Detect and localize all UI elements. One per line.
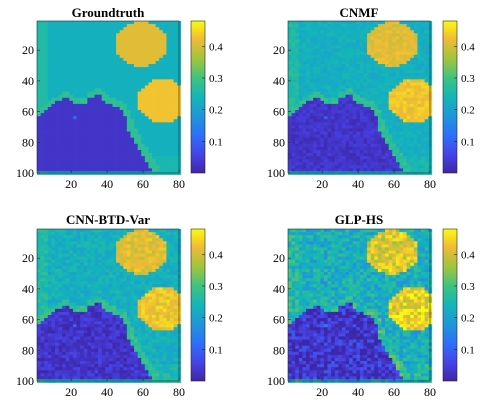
colorbar-tick-label: 0.1 xyxy=(461,344,475,356)
x-tick-label: 60 xyxy=(137,385,149,396)
y-tick-label: 60 xyxy=(273,313,285,327)
y-tick-label: 20 xyxy=(22,251,34,265)
y-tick-label: 100 xyxy=(16,374,34,388)
y-tick-label: 80 xyxy=(22,343,34,357)
colorbar xyxy=(191,229,205,381)
x-tick-label: 40 xyxy=(101,177,113,191)
y-tick-label: 80 xyxy=(273,343,285,357)
panel-title: CNN-BTD-Var xyxy=(66,212,150,227)
colorbar-tick-label: 0.3 xyxy=(461,281,475,293)
y-tick-label: 40 xyxy=(273,74,285,88)
x-tick-label: 20 xyxy=(65,177,77,191)
x-tick-label: 60 xyxy=(388,385,400,396)
x-tick-label: 20 xyxy=(316,177,328,191)
panel-title: CNMF xyxy=(340,5,379,20)
y-tick-label: 20 xyxy=(273,43,285,57)
y-tick-label: 100 xyxy=(267,166,285,180)
colorbar-tick-label: 0.1 xyxy=(461,136,475,148)
panel: GLP-HS 20 40 60 80 20 40 60 80 100 0.1 0.2 0.3 0.4 xyxy=(267,212,475,396)
colorbar-tick-label: 0.2 xyxy=(461,105,475,117)
y-tick-label: 40 xyxy=(22,282,34,296)
y-tick-label: 20 xyxy=(273,251,285,265)
colorbar xyxy=(191,21,205,173)
colorbar-tick-label: 0.4 xyxy=(461,249,475,261)
heatmap-image xyxy=(288,229,432,383)
x-tick-label: 80 xyxy=(424,385,436,396)
colorbar-tick-label: 0.3 xyxy=(209,281,223,293)
colorbar-tick-label: 0.1 xyxy=(209,344,223,356)
y-tick-label: 20 xyxy=(22,43,34,57)
y-tick-label: 40 xyxy=(22,74,34,88)
heatmap-image xyxy=(288,21,432,175)
y-tick-label: 60 xyxy=(22,105,34,119)
x-tick-label: 80 xyxy=(173,385,185,396)
x-tick-label: 40 xyxy=(352,177,364,191)
colorbar-tick-label: 0.2 xyxy=(209,105,223,117)
colorbar xyxy=(443,21,457,173)
panel: CNMF 20 40 60 80 20 40 60 80 100 0.1 0.2 0.3 0.4 xyxy=(267,5,475,191)
y-tick-label: 100 xyxy=(267,374,285,388)
y-tick-label: 60 xyxy=(273,105,285,119)
colorbar-tick-label: 0.3 xyxy=(209,73,223,85)
panel-title: Groundtruth xyxy=(72,5,145,20)
colorbar xyxy=(443,229,457,381)
colorbar-tick-label: 0.4 xyxy=(461,41,475,53)
panel: CNN-BTD-Var 20 40 60 80 20 40 60 80 100 0.1 0.2 0.3 0… xyxy=(16,212,223,396)
colorbar-tick-label: 0.2 xyxy=(209,313,223,325)
x-tick-label: 60 xyxy=(388,177,400,191)
panel-title: GLP-HS xyxy=(335,212,383,227)
x-tick-label: 40 xyxy=(352,385,364,396)
x-tick-label: 80 xyxy=(173,177,185,191)
x-tick-label: 60 xyxy=(137,177,149,191)
x-tick-label: 40 xyxy=(101,385,113,396)
colorbar-tick-label: 0.4 xyxy=(209,41,223,53)
y-tick-label: 100 xyxy=(16,166,34,180)
x-tick-label: 20 xyxy=(65,385,77,396)
x-tick-label: 80 xyxy=(424,177,436,191)
colorbar-tick-label: 0.2 xyxy=(461,313,475,325)
y-tick-label: 80 xyxy=(273,135,285,149)
heatmap-image xyxy=(37,21,181,175)
y-tick-label: 40 xyxy=(273,282,285,296)
colorbar-tick-label: 0.3 xyxy=(461,73,475,85)
y-tick-label: 60 xyxy=(22,313,34,327)
x-tick-label: 20 xyxy=(316,385,328,396)
y-tick-label: 80 xyxy=(22,135,34,149)
heatmap-image xyxy=(37,229,181,383)
colorbar-tick-label: 0.4 xyxy=(209,249,223,261)
colorbar-tick-label: 0.1 xyxy=(209,136,223,148)
panel: Groundtruth 20 40 60 80 20 40 60 80 100 0.1 0.2 0.3 0… xyxy=(16,5,223,191)
